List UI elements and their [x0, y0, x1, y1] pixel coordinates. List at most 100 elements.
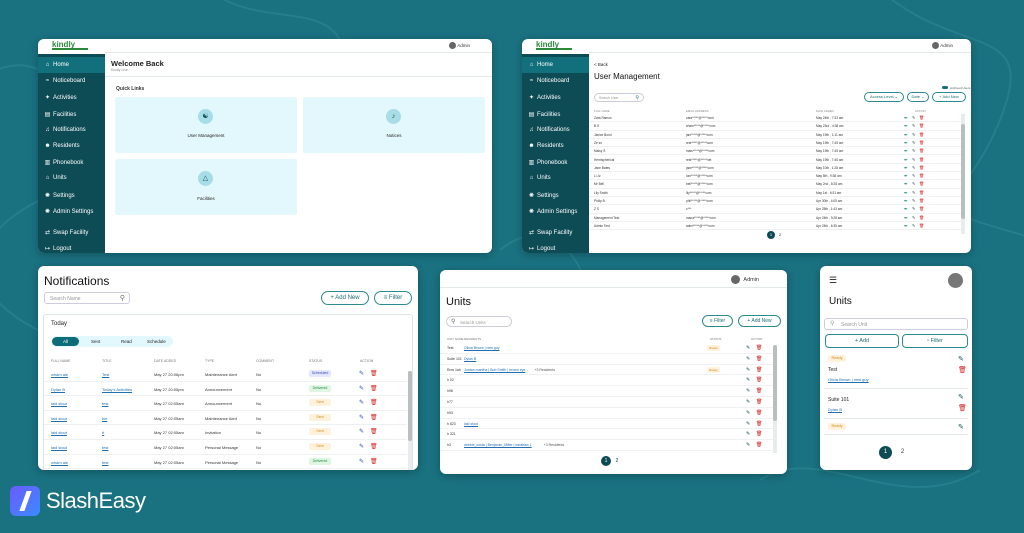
avatar[interactable]	[948, 273, 963, 288]
edit-icon[interactable]: ✎	[912, 214, 916, 220]
login-as-icon[interactable]: ⬅	[904, 115, 908, 120]
table-row[interactable]: laid stout hie May 27 02:05am Maintenance A…	[44, 411, 407, 426]
delete-icon[interactable]: 🗑	[919, 156, 925, 162]
tab-schedule[interactable]: Schedule	[147, 339, 166, 344]
sidebar-item-residents[interactable]: ☻ Residents	[522, 138, 589, 154]
sidebar-item-home[interactable]: ⌂ Home	[38, 57, 105, 74]
sidebar-item-logout[interactable]: ↦ Logout	[522, 240, 589, 253]
table-row[interactable]: h3 debbie_costa | Benjamin_Miller | karab…	[440, 440, 777, 451]
sidebar-item-swap-facility[interactable]: ⇄ Swap Facility	[522, 224, 589, 240]
table-row[interactable]: Zara Ramos zara*****@*****com May 24th , 7…	[589, 114, 962, 123]
title-link[interactable]: Today's Activities	[102, 386, 133, 392]
delete-icon[interactable]: 🗑	[919, 115, 925, 120]
delete-icon[interactable]: 🗑	[919, 214, 925, 220]
table-row[interactable]: Janice Bond jani*****@*****com May 19th , …	[589, 131, 962, 139]
filter-button[interactable]: ≡ Filter	[374, 291, 412, 305]
quick-link-notices[interactable]: ♪ Notices	[303, 97, 485, 153]
add-button[interactable]: + Add	[825, 334, 899, 348]
page-1-button[interactable]: 1	[601, 456, 611, 466]
table-row[interactable]: Dylan B Today's Activities May 27 20:05pm A…	[44, 382, 407, 397]
access-level-filter[interactable]: Access Level ⌄	[864, 92, 904, 102]
delete-icon[interactable]: 🗑	[958, 405, 967, 412]
edit-icon[interactable]: ✎	[746, 355, 751, 362]
delete-icon[interactable]: 🗑	[756, 431, 763, 438]
edit-icon[interactable]: ✎	[912, 131, 916, 137]
table-row[interactable]: h98 ✎ 🗑	[440, 386, 777, 397]
residents-link[interactable]: Olivia Brown | new guy	[464, 346, 500, 350]
delete-icon[interactable]: 🗑	[919, 148, 925, 154]
delete-icon[interactable]: 🗑	[919, 206, 925, 212]
residents-link[interactable]: Dylan B	[464, 356, 477, 361]
sidebar-item-admin-settings[interactable]: ✺ Admin Settings	[38, 203, 105, 219]
login-as-icon[interactable]: ⬅	[904, 173, 908, 179]
table-row[interactable]: h 321 ✎ 🗑	[440, 429, 777, 441]
table-row[interactable]: h77 ✎ 🗑	[440, 397, 777, 408]
login-as-icon[interactable]: ⬅	[904, 198, 908, 203]
table-row[interactable]: Lily Smith lily*****@*****com May 1st , 6:…	[589, 189, 962, 197]
add-new-button[interactable]: + Add New	[932, 92, 966, 102]
sidebar-item-activities[interactable]: ✦ Activities	[38, 89, 105, 105]
page-2-button[interactable]: 2	[900, 449, 905, 455]
sidebar-item-phonebook[interactable]: ▥ Phonebook	[38, 154, 105, 170]
login-as-icon[interactable]: ⬅	[904, 131, 908, 137]
residents-link[interactable]: debbie_costa | Benjamin_Miller | karabaw…	[464, 443, 532, 448]
add-new-button[interactable]: + Add New	[321, 291, 369, 305]
table-row[interactable]: laid stout test May 27 02:05am Announcement…	[44, 396, 407, 411]
sidebar-item-facilities[interactable]: ▤ Facilities	[522, 106, 589, 122]
table-row[interactable]: Admin Test admi*****@*****com Apr 24th , 6…	[589, 222, 962, 231]
sender-name-link[interactable]: laid stout	[51, 445, 68, 450]
sidebar-item-noticeboard[interactable]: ≈ Noticeboard	[522, 73, 589, 89]
table-row[interactable]: Management Test mana*****@*****com Apr 24t…	[589, 214, 962, 222]
scrollbar[interactable]	[961, 114, 965, 234]
sender-name-link[interactable]: laid stout	[51, 415, 68, 421]
table-row[interactable]: Maisy S mais*****@*****com May 19th , 7:45…	[589, 147, 962, 156]
sender-name-link[interactable]: wham ale	[51, 372, 69, 377]
edit-icon[interactable]: ✎	[912, 115, 916, 120]
edit-icon[interactable]: ✎	[746, 442, 751, 449]
unit-card[interactable]: Suite 101 Dylan B ✎ 🗑	[824, 391, 968, 419]
edit-icon[interactable]: ✎	[912, 181, 916, 187]
login-as-icon[interactable]: ⬅	[904, 189, 908, 195]
hamburger-menu-icon[interactable]: ☰	[829, 275, 838, 285]
sidebar-item-phonebook[interactable]: ▥ Phonebook	[522, 154, 589, 170]
edit-icon[interactable]: ✎	[746, 420, 751, 427]
table-row[interactable]: Hemispherical rest*****@*****net May 19th …	[589, 156, 962, 164]
title-link[interactable]: tt	[102, 430, 105, 436]
delete-icon[interactable]: 🗑	[756, 399, 763, 405]
delete-icon[interactable]: 🗑	[756, 442, 763, 449]
page-2-button[interactable]: 2	[778, 232, 782, 237]
sidebar-item-admin-settings[interactable]: ✺ Admin Settings	[522, 203, 589, 219]
table-row[interactable]: Mr Bell bell*****@*****com May 2nd , 8:28 …	[589, 180, 962, 189]
avatar[interactable]	[731, 275, 740, 284]
edit-icon[interactable]: ✎	[912, 173, 916, 179]
delete-icon[interactable]: 🗑	[919, 189, 925, 195]
edit-icon[interactable]: ✎	[746, 345, 751, 351]
title-link[interactable]: test	[102, 459, 109, 465]
table-row[interactable]: Li Jz loni*****@*****com May 8th , 9:38 am…	[589, 172, 962, 181]
table-row[interactable]: wham ale Test May 27 20:06pm Maintenance Al…	[44, 367, 407, 382]
tab-all[interactable]: All	[52, 337, 79, 346]
title-link[interactable]: Test	[102, 372, 110, 377]
search-input[interactable]: ⚲ Search Units	[446, 316, 512, 327]
add-new-button[interactable]: + Add New	[738, 315, 781, 327]
delete-icon[interactable]: 🗑	[756, 345, 763, 351]
edit-icon[interactable]: ✎	[958, 424, 964, 431]
table-row[interactable]: B.S sham*****@*****com May 23rd , 4:38 am ⬅…	[589, 122, 962, 131]
sidebar-item-settings[interactable]: ✺ Settings	[38, 187, 105, 203]
table-row[interactable]: Z S z*** Apr 25th , 1:43 am ⬅ ✎ 🗑	[589, 205, 962, 214]
login-as-icon[interactable]: ⬅	[904, 139, 908, 145]
residents-link[interactable]: Dylan B	[828, 407, 843, 412]
page-1-button[interactable]: 1	[767, 231, 775, 239]
table-row[interactable]: Ze ss rest*****@*****com May 19th , 7:45 a…	[589, 139, 962, 148]
sidebar-item-units[interactable]: ⌂ Units	[38, 170, 105, 186]
delete-icon[interactable]: 🗑	[756, 388, 763, 395]
login-as-icon[interactable]: ⬅	[904, 164, 908, 170]
edit-icon[interactable]: ✎	[359, 458, 365, 465]
search-input[interactable]: Search User ⚲	[594, 93, 644, 102]
delete-icon[interactable]: 🗑	[756, 355, 763, 362]
delete-icon[interactable]: 🗑	[919, 173, 925, 179]
sender-name-link[interactable]: laid stout	[51, 430, 68, 436]
table-row[interactable]: Suite 101 Dylan B ✎ 🗑	[440, 354, 777, 365]
delete-icon[interactable]: 🗑	[756, 409, 763, 416]
login-as-icon[interactable]: ⬅	[904, 181, 908, 187]
